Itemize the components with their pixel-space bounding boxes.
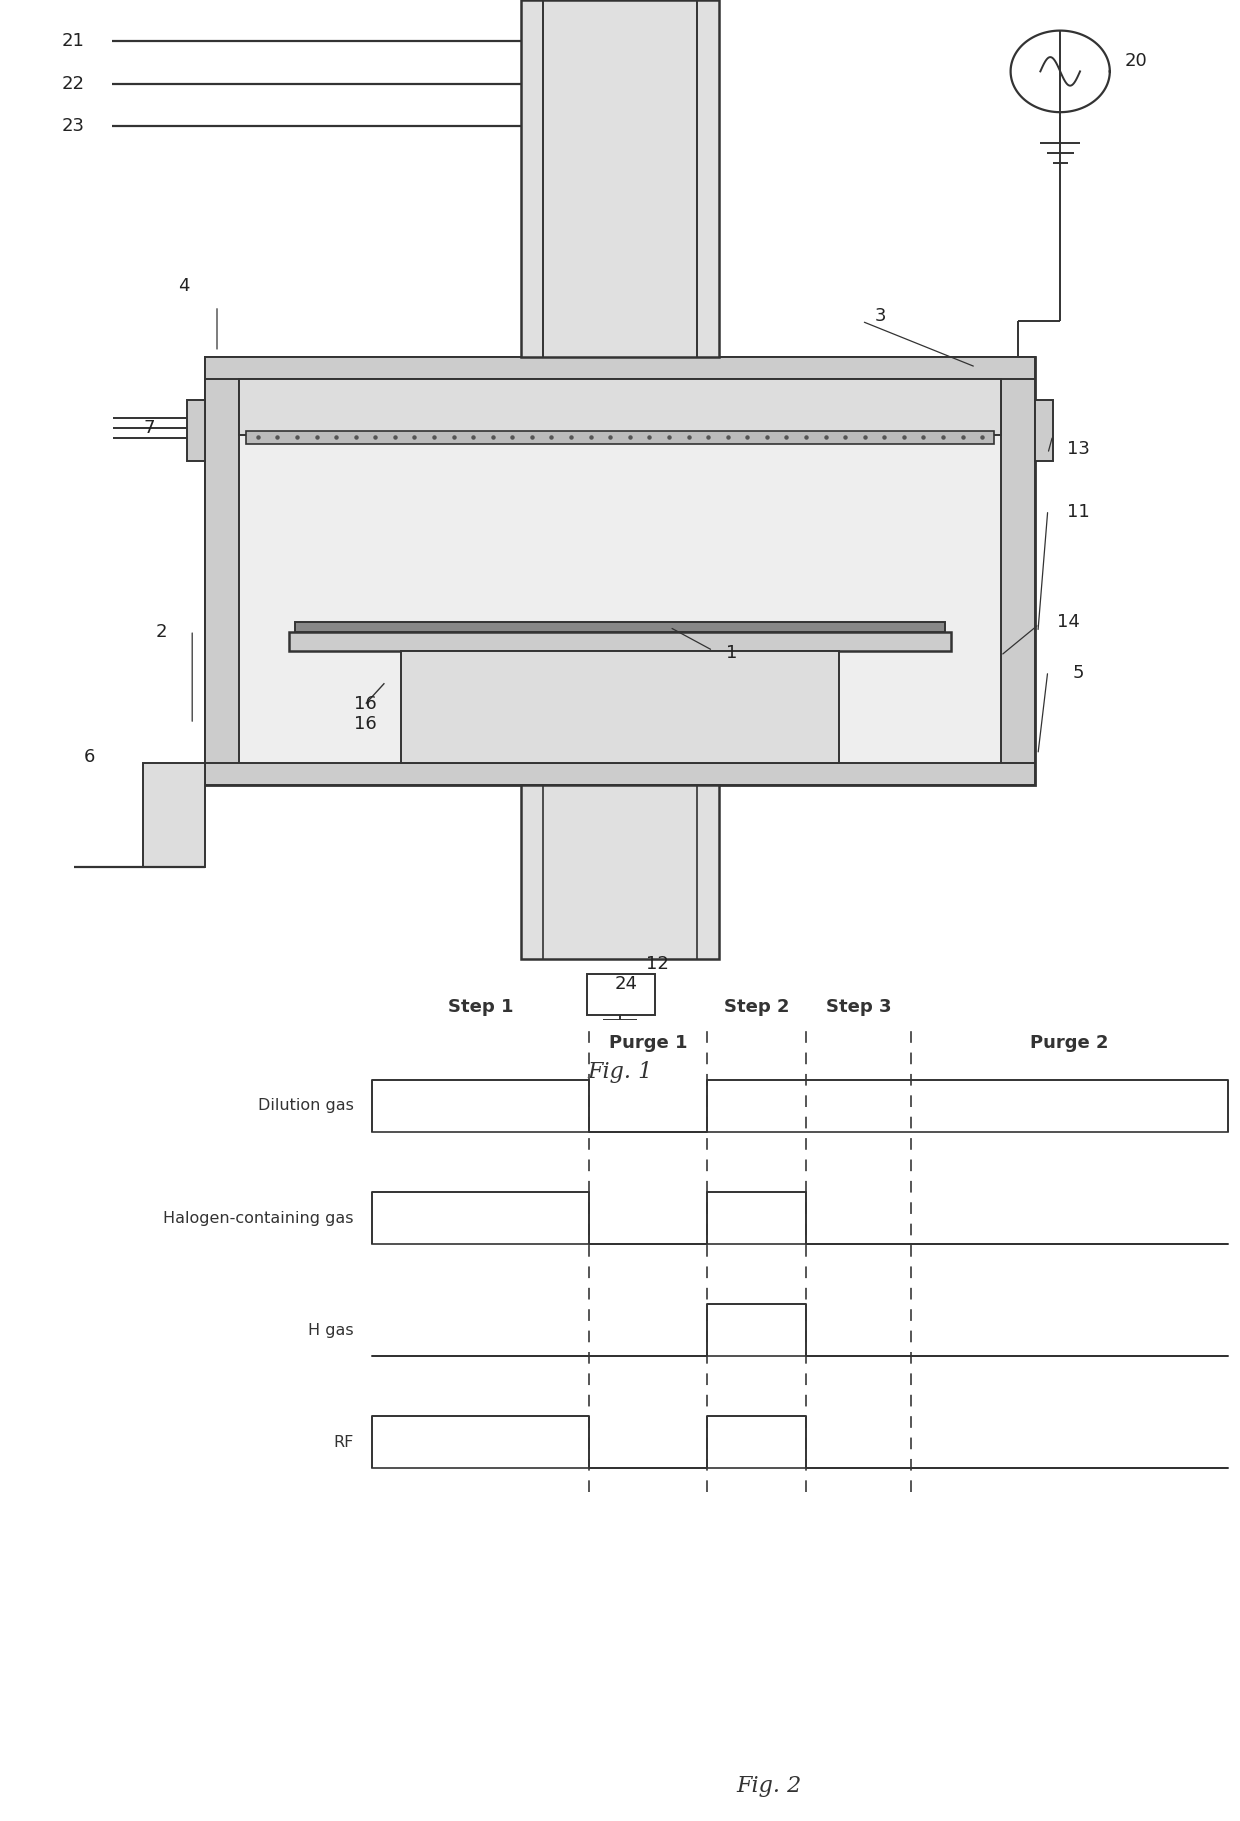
Text: 13: 13: [1068, 439, 1090, 457]
Bar: [401, 650, 839, 763]
Bar: [1001, 357, 1035, 785]
Bar: [143, 763, 205, 867]
Bar: [587, 974, 655, 1014]
Text: 4: 4: [177, 277, 190, 295]
Text: 21: 21: [62, 31, 84, 49]
Text: 1: 1: [725, 643, 738, 661]
Text: Dilution gas: Dilution gas: [258, 1098, 353, 1113]
Bar: [239, 379, 1001, 435]
Bar: [521, 0, 719, 357]
Text: H gas: H gas: [308, 1322, 353, 1338]
Text: 16: 16: [355, 694, 377, 712]
Text: Purge 2: Purge 2: [1030, 1034, 1109, 1053]
Bar: [1035, 401, 1053, 461]
Text: 7: 7: [143, 419, 155, 437]
Bar: [205, 357, 1035, 379]
Text: Halogen-containing gas: Halogen-containing gas: [162, 1211, 353, 1226]
Text: 23: 23: [61, 117, 84, 135]
Text: 16: 16: [355, 716, 377, 734]
Text: 20: 20: [1125, 53, 1147, 71]
Text: Step 1: Step 1: [448, 998, 513, 1016]
Text: 11: 11: [1068, 503, 1090, 521]
Text: Step 2: Step 2: [724, 998, 789, 1016]
Bar: [205, 357, 239, 785]
Text: RF: RF: [334, 1435, 353, 1450]
Bar: [521, 785, 719, 958]
Bar: [205, 357, 1035, 785]
Text: Fig. 1: Fig. 1: [588, 1060, 652, 1082]
Bar: [246, 432, 994, 444]
Bar: [295, 623, 945, 632]
Text: 5: 5: [1073, 665, 1085, 683]
Text: Purge 1: Purge 1: [609, 1034, 687, 1053]
Text: 12: 12: [646, 954, 668, 972]
Bar: [187, 401, 205, 461]
Text: 6: 6: [83, 748, 95, 765]
Text: 14: 14: [1058, 614, 1080, 632]
Bar: [205, 763, 1035, 785]
Text: 22: 22: [61, 75, 84, 93]
Text: 2: 2: [155, 623, 167, 641]
Text: 24: 24: [615, 974, 637, 992]
Text: Fig. 2: Fig. 2: [737, 1775, 801, 1797]
Text: 3: 3: [874, 308, 887, 326]
Bar: [289, 632, 951, 650]
Text: Step 3: Step 3: [826, 998, 892, 1016]
